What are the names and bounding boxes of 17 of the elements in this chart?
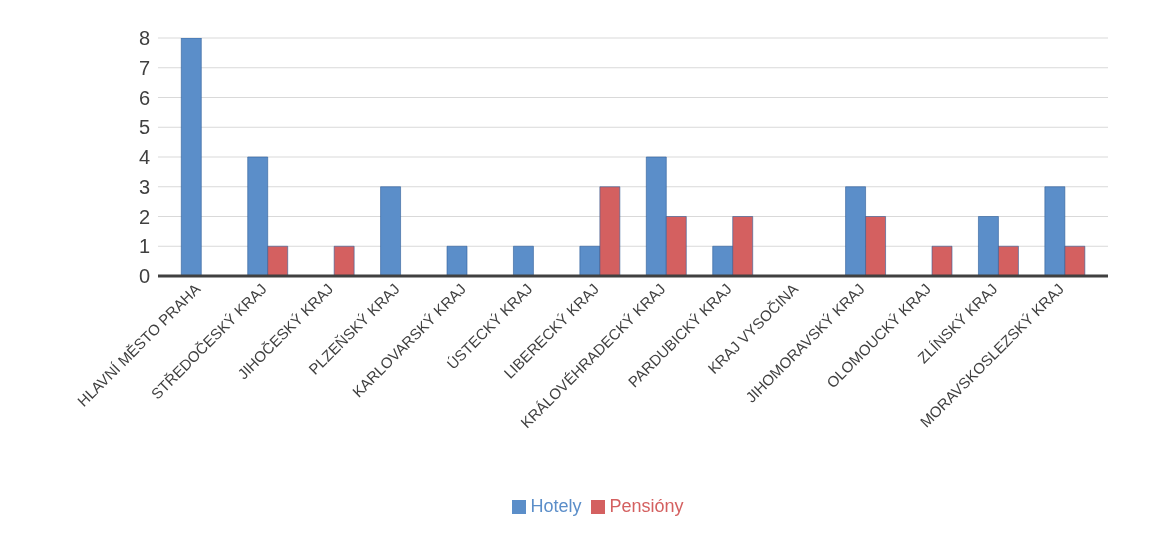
bar xyxy=(380,186,402,276)
y-tick-label: 0 xyxy=(138,265,150,288)
bar xyxy=(333,245,355,276)
bar xyxy=(931,245,953,276)
legend-label: Hotely xyxy=(530,496,582,516)
y-tick-label: 6 xyxy=(138,86,150,109)
bar xyxy=(180,38,202,276)
y-tick-label: 7 xyxy=(138,56,150,79)
bar xyxy=(512,245,534,276)
y-tick-label: 1 xyxy=(138,235,150,258)
bar xyxy=(446,245,468,276)
legend-label: Pensióny xyxy=(609,496,684,516)
y-tick-label: 8 xyxy=(138,27,150,50)
y-tick-label: 4 xyxy=(138,146,150,169)
y-tick-label: 2 xyxy=(138,205,150,228)
y-tick-label: 3 xyxy=(138,175,150,198)
y-tick-label: 5 xyxy=(138,116,150,139)
